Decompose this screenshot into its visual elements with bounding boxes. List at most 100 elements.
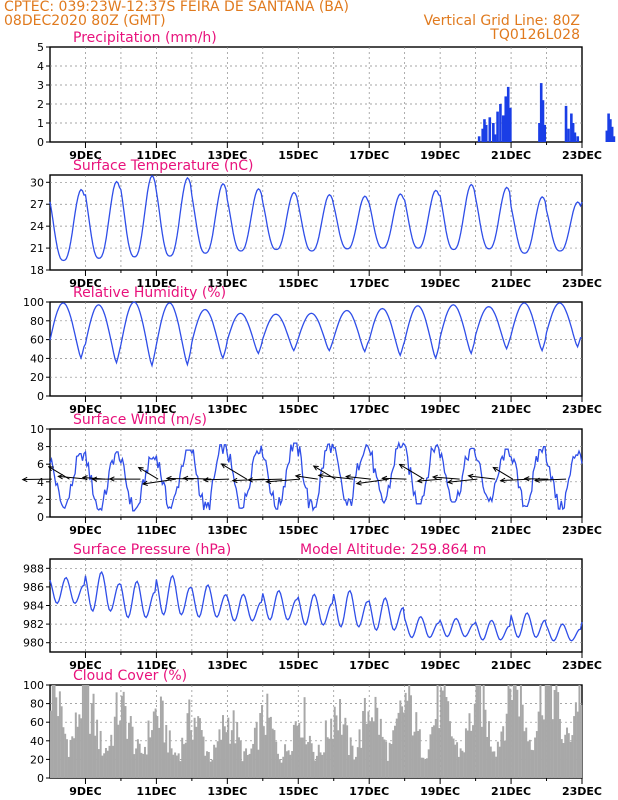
panel-4-xtick-label: 19DEC — [420, 524, 460, 537]
panel-1-ytick-label: 5 — [37, 41, 44, 54]
wind-vector-head — [345, 474, 352, 480]
cloud-bar — [539, 685, 542, 778]
cloud-bar — [234, 743, 237, 778]
wind-vector-head — [294, 473, 301, 480]
cloud-bar — [248, 753, 251, 778]
cloud-bar — [402, 712, 405, 778]
cloud-bar — [275, 741, 278, 778]
cloud-bar — [308, 735, 311, 778]
cloud-bar — [450, 736, 453, 778]
cloud-bar — [456, 742, 459, 778]
cloud-bar — [576, 711, 579, 778]
cloud-bar — [51, 685, 54, 778]
wind-vector — [382, 477, 407, 480]
cloud-bar — [89, 733, 91, 778]
header-run-id: TQ0126L028 — [490, 27, 580, 43]
panel-6-ytick-label: 60 — [30, 716, 44, 729]
wind-vector-head — [355, 480, 362, 486]
cloud-bar — [335, 715, 338, 778]
cloud-bar — [177, 753, 180, 778]
cloud-bar — [65, 739, 68, 778]
cloud-bar — [71, 736, 74, 778]
cloud-bar — [310, 743, 313, 778]
cloud-bar — [337, 730, 340, 778]
panel-5-xtick-label: 23DEC — [562, 659, 602, 672]
cloud-bar — [159, 696, 162, 778]
precip-bar — [571, 123, 575, 142]
cloud-bar — [76, 726, 79, 778]
cloud-bar — [53, 685, 56, 778]
wind-vector-head — [247, 477, 253, 483]
cloud-bar — [154, 708, 157, 778]
panel-2-xtick-label: 17DEC — [349, 277, 389, 290]
cloud-bar — [316, 755, 318, 778]
panel-5-ytick-label: 982 — [23, 618, 44, 631]
panel-1-xtick-label: 19DEC — [420, 149, 460, 162]
cloud-bar — [493, 751, 496, 778]
cloud-bar — [521, 704, 524, 778]
cloud-bar — [438, 728, 441, 778]
panel-2-series-line — [49, 174, 583, 262]
precip-bar — [609, 119, 612, 142]
cloud-bar — [253, 727, 256, 778]
cloud-bar — [527, 741, 529, 778]
cloud-bar — [541, 715, 544, 778]
cloud-bar — [131, 726, 134, 778]
panel-5-xtick-label: 19DEC — [420, 659, 460, 672]
cloud-bar — [351, 745, 354, 778]
cloud-bar — [227, 717, 230, 778]
cloud-bar — [209, 761, 212, 778]
cloud-bar — [264, 734, 267, 778]
cloud-bar — [328, 738, 331, 778]
panel-3-xtick-label: 9DEC — [69, 403, 101, 416]
cloud-bar — [546, 685, 549, 778]
panel-3-xtick-label: 13DEC — [207, 403, 247, 416]
panel-5-subtitle: Model Altitude: 259.864 m — [300, 542, 486, 558]
cloud-bar — [229, 743, 232, 778]
cloud-bar — [532, 750, 535, 778]
cloud-bar — [220, 739, 223, 778]
cloud-bar — [262, 726, 265, 778]
cloud-bar — [135, 748, 138, 778]
cloud-bar — [119, 720, 122, 778]
wind-vector-head — [265, 478, 272, 485]
cloud-bar — [213, 744, 216, 778]
precip-bar — [564, 105, 568, 142]
panel-1-ytick-label: 3 — [37, 79, 44, 92]
cloud-bar — [236, 722, 239, 778]
cloud-bar — [557, 692, 560, 778]
cloud-bar — [108, 745, 111, 778]
cloud-bar — [525, 727, 528, 778]
cloud-bar — [289, 754, 292, 778]
wind-vector-head — [202, 477, 209, 483]
panel-3-ytick-label: 80 — [30, 315, 44, 328]
cloud-bar — [312, 751, 315, 778]
panel-5-title: Surface Pressure (hPa) — [73, 542, 231, 558]
wind-vector — [493, 466, 514, 480]
cloud-bar — [424, 759, 427, 778]
cloud-bar — [165, 724, 168, 778]
cloud-bar — [433, 725, 436, 778]
panel-1-xtick-label: 21DEC — [491, 149, 531, 162]
cloud-bar — [243, 751, 246, 778]
precip-bar — [499, 104, 502, 142]
cloud-bar — [156, 716, 159, 778]
panel-1-xtick-label: 9DEC — [69, 149, 101, 162]
cloud-bar — [197, 716, 200, 778]
cloud-bar — [300, 737, 303, 778]
cloud-bar — [87, 685, 90, 778]
wind-vector-head — [534, 477, 540, 483]
cloud-bar — [409, 695, 412, 778]
cloud-bar — [104, 748, 107, 778]
cloud-bar — [434, 719, 437, 778]
cloud-bar — [230, 730, 233, 778]
cloud-bar — [174, 752, 177, 778]
panel-6-xtick-label: 19DEC — [420, 785, 460, 798]
wind-vector — [417, 478, 442, 482]
cloud-bar — [580, 704, 583, 778]
panel-6-xtick-label: 23DEC — [562, 785, 602, 798]
cloud-bar — [347, 755, 350, 778]
cloud-bar — [464, 728, 467, 778]
cloud-bar — [502, 726, 505, 778]
precip-bar — [493, 134, 497, 142]
